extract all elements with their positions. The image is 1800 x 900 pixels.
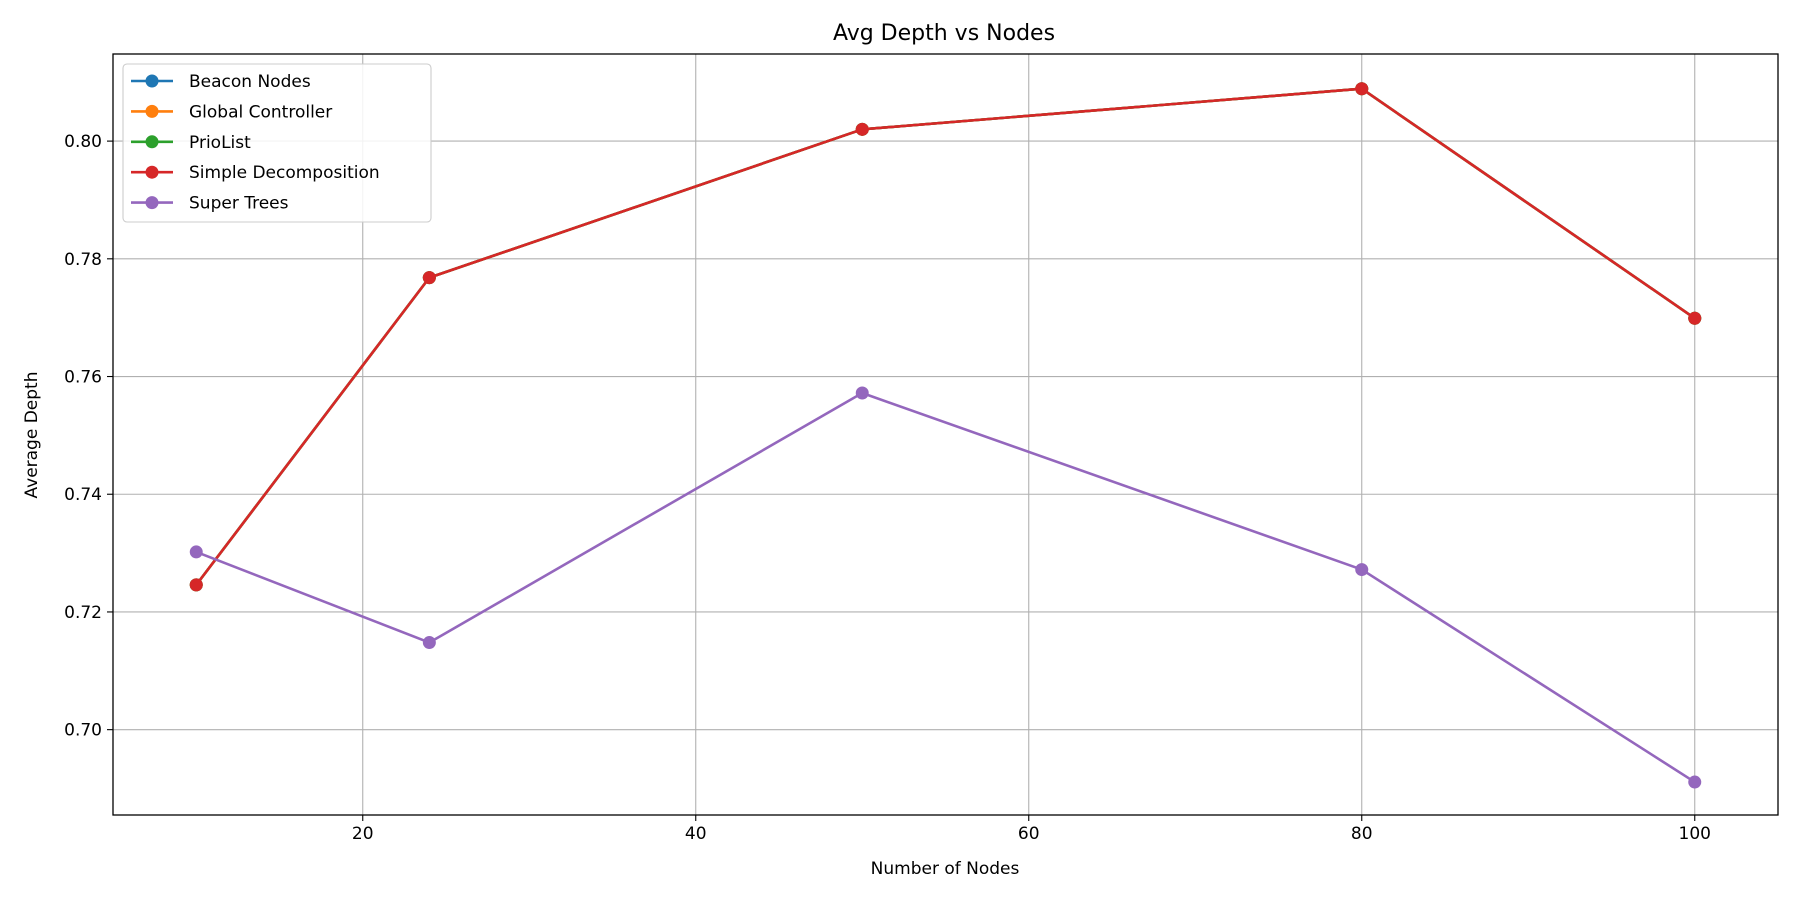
y-axis-label: Average Depth bbox=[22, 372, 42, 499]
legend-marker-priolist bbox=[145, 135, 159, 149]
data-point-super-trees bbox=[189, 545, 203, 559]
data-point-super-trees bbox=[1688, 775, 1702, 789]
y-tick-label: 0.76 bbox=[64, 368, 102, 388]
x-tick-label: 80 bbox=[1351, 824, 1373, 844]
legend-marker-simple-decomposition bbox=[145, 165, 159, 179]
legend-label-priolist: PrioList bbox=[189, 133, 251, 153]
legend-marker-beacon-nodes bbox=[145, 74, 159, 88]
data-point-simple-decomposition bbox=[1355, 82, 1369, 96]
legend: Beacon Nodes Global Controller PrioList Sim… bbox=[122, 63, 432, 223]
x-axis-label: Number of Nodes bbox=[871, 859, 1020, 879]
series-super-trees bbox=[189, 386, 1702, 789]
x-tick-label: 40 bbox=[685, 824, 707, 844]
legend-box bbox=[122, 63, 432, 223]
data-point-super-trees bbox=[422, 636, 436, 650]
data-point-simple-decomposition bbox=[189, 578, 203, 592]
x-tick-label: 100 bbox=[1679, 824, 1711, 844]
legend-marker-super-trees bbox=[145, 196, 159, 210]
series-simple-decomposition bbox=[189, 82, 1702, 592]
series-layer bbox=[189, 82, 1702, 789]
data-point-super-trees bbox=[855, 386, 869, 400]
plot-frame bbox=[112, 53, 1779, 816]
y-tick-label: 0.74 bbox=[64, 485, 102, 505]
legend-label-super-trees: Super Trees bbox=[189, 194, 289, 214]
grid bbox=[113, 54, 1778, 815]
y-tick-label: 0.70 bbox=[64, 721, 102, 741]
x-axis-ticks: 20 40 60 80 100 bbox=[352, 815, 1711, 844]
x-tick-label: 20 bbox=[352, 824, 374, 844]
y-axis-ticks: 0.70 0.72 0.74 0.76 0.78 0.80 bbox=[64, 132, 113, 741]
chart-title: Avg Depth vs Nodes bbox=[833, 21, 1055, 46]
data-point-super-trees bbox=[1355, 563, 1369, 577]
legend-label-beacon-nodes: Beacon Nodes bbox=[189, 72, 311, 92]
legend-label-global-controller: Global Controller bbox=[189, 102, 332, 122]
y-tick-label: 0.78 bbox=[64, 250, 102, 270]
data-point-simple-decomposition bbox=[855, 122, 869, 136]
data-point-simple-decomposition bbox=[422, 271, 436, 285]
data-point-simple-decomposition bbox=[1688, 311, 1702, 325]
legend-label-simple-decomposition: Simple Decomposition bbox=[189, 163, 380, 183]
y-tick-label: 0.80 bbox=[64, 132, 102, 152]
x-tick-label: 60 bbox=[1018, 824, 1040, 844]
legend-marker-global-controller bbox=[145, 104, 159, 118]
y-tick-label: 0.72 bbox=[64, 603, 102, 623]
